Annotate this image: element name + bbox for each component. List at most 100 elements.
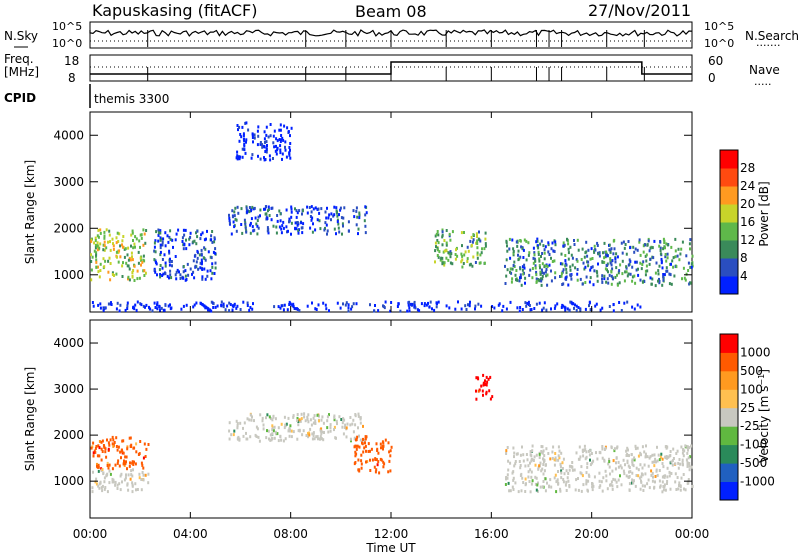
echo-region (353, 435, 393, 475)
echo-cell (290, 215, 293, 219)
echo-cell (350, 307, 353, 311)
echo-cell (512, 249, 515, 253)
echo-cell (687, 261, 690, 265)
echo-cell (94, 446, 97, 450)
echo-cell (345, 301, 348, 305)
echo-cell (343, 426, 346, 429)
echo-cell (441, 256, 444, 260)
echo-cell (604, 267, 607, 271)
echo-cell (289, 302, 292, 306)
echo-cell (256, 427, 259, 431)
echo-cell (243, 142, 246, 146)
echo-cell (246, 301, 249, 305)
echo-cell (168, 249, 171, 253)
echo-cell (356, 435, 359, 439)
echo-cell (265, 133, 268, 137)
echo-cell (352, 209, 355, 213)
echo-cell (475, 389, 477, 393)
echo-cell (521, 476, 524, 480)
echo-cell (112, 247, 115, 251)
echo-cell (119, 474, 122, 478)
echo-cell (485, 390, 488, 394)
echo-cell (123, 478, 126, 482)
echo-cell (122, 462, 125, 466)
echo-cell (589, 257, 592, 261)
echo-cell (322, 438, 325, 442)
echo-cell (256, 224, 259, 228)
echo-cell (351, 305, 354, 309)
echo-cell (377, 309, 380, 313)
echo-cell (431, 307, 433, 311)
echo-cell (625, 474, 628, 478)
echo-cell (98, 486, 101, 490)
echo-cell (519, 276, 521, 280)
echo-cell (525, 453, 528, 456)
echo-cell (231, 209, 234, 213)
echo-cell (244, 151, 247, 155)
echo-cell (236, 422, 239, 425)
echo-cell (343, 206, 346, 210)
echo-cell (579, 308, 582, 312)
echo-cell (566, 476, 569, 480)
station-title: Kapuskasing (fitACF) (92, 1, 257, 20)
echo-cell (576, 259, 579, 263)
echo-cell (666, 252, 669, 256)
echo-cell (583, 267, 586, 271)
echo-cell (338, 415, 341, 419)
echo-cell (209, 308, 212, 312)
echo-cell (668, 272, 671, 276)
echo-cell (214, 305, 217, 309)
echo-cell (360, 453, 363, 457)
echo-cell (425, 303, 428, 307)
echo-cell (132, 446, 135, 450)
echo-cell (598, 479, 601, 483)
echo-cell (538, 301, 541, 305)
echo-cell (472, 238, 475, 242)
echo-cell (676, 254, 679, 258)
echo-cell (648, 262, 651, 266)
echo-cell (183, 233, 186, 237)
echo-cell (112, 478, 115, 482)
echo-cell (235, 306, 238, 310)
echo-cell (505, 307, 508, 311)
echo-cell (645, 259, 648, 263)
echo-cell (285, 155, 288, 159)
echo-cell (294, 226, 297, 230)
echo-cell (358, 434, 360, 438)
echo-cell (256, 143, 259, 147)
echo-cell (133, 264, 136, 268)
echo-cell (239, 133, 242, 136)
echo-cell (298, 428, 301, 432)
echo-cell (238, 157, 241, 161)
echo-cell (666, 480, 669, 483)
echo-cell (686, 461, 689, 465)
echo-cell (610, 263, 613, 267)
echo-cell (242, 134, 245, 137)
echo-cell (268, 154, 271, 158)
echo-cell (174, 238, 177, 242)
echo-cell (235, 156, 238, 160)
echo-cell (90, 260, 93, 263)
echo-cell (472, 255, 475, 259)
echo-cell (318, 419, 320, 423)
echo-cell (654, 480, 656, 484)
echo-cell (100, 447, 103, 451)
echo-cell (540, 239, 543, 243)
echo-cell (634, 281, 637, 285)
echo-cell (306, 205, 309, 209)
echo-cell (680, 247, 683, 251)
echo-cell (476, 246, 479, 250)
echo-cell (247, 128, 250, 132)
echo-cell (250, 207, 253, 211)
echo-cell (154, 239, 157, 243)
echo-cell (598, 471, 601, 475)
echo-cell (122, 439, 125, 443)
echo-cell (183, 243, 186, 247)
echo-cell (354, 414, 357, 418)
y-tick-label: 2000 (53, 428, 84, 442)
echo-cell (130, 251, 133, 255)
echo-cell (142, 304, 145, 308)
echo-cell (308, 206, 311, 209)
echo-cell (287, 130, 290, 134)
echo-cell (109, 248, 112, 252)
